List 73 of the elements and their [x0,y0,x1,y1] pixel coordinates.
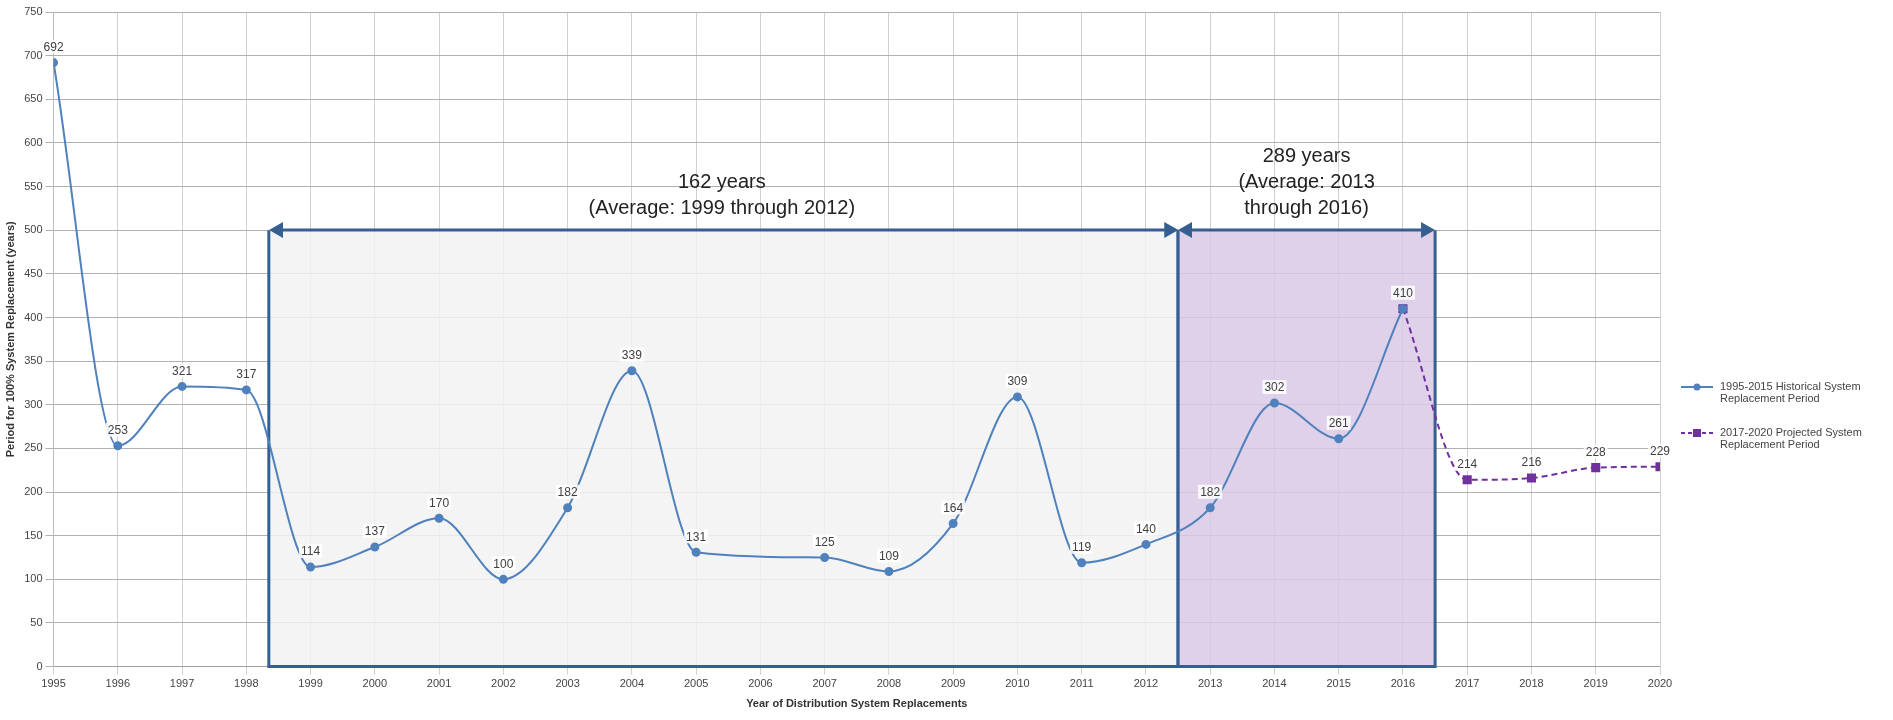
annotation: 289 years (Average: 2013 through 2016) [1238,143,1375,218]
data-label: 253 [107,423,129,438]
x-tick-label: 2008 [876,677,902,690]
y-tick-label: 550 [24,179,43,192]
y-tick-label: 0 [36,659,43,672]
x-tick-label: 2016 [1390,677,1416,690]
y-tick-label: 250 [24,441,43,454]
y-axis-title: Period for 100% System Replacement (years) [3,220,16,458]
x-tick-label: 2014 [1262,677,1287,690]
y-tick-label: 150 [24,528,43,541]
y-tick-label: 450 [24,266,43,279]
data-label: 125 [814,534,835,549]
data-label: 339 [621,348,643,363]
x-tick-label: 1995 [41,677,66,690]
annotation: 162 years (Average: 1999 through 2012) [588,169,856,218]
x-tick-label: 2018 [1519,677,1544,690]
data-label: 114 [301,544,321,559]
x-tick-label: 1997 [169,677,195,690]
data-label: 131 [686,529,707,544]
data-label: 140 [1135,521,1157,536]
data-label: 309 [1007,374,1028,389]
x-tick-label: 1999 [298,677,323,690]
data-label: 317 [236,367,257,382]
x-tick-label: 2015 [1326,677,1351,690]
y-tick-label: 200 [24,485,43,498]
data-label: 109 [878,548,900,563]
x-tick-label: 2007 [812,677,837,690]
x-tick-label: 2006 [748,677,773,690]
data-label: 170 [429,495,450,510]
data-label: 164 [943,500,964,515]
x-tick-label: 2019 [1583,677,1608,690]
legend-label: 2017-2020 Projected System Replacement Period [1720,426,1863,450]
x-axis-title: Year of Distribution System Replacements [746,697,968,710]
x-tick-label: 2009 [940,677,966,690]
y-tick-label: 300 [24,397,43,410]
y-tick-label: 350 [24,354,43,367]
x-tick-label: 2010 [1005,677,1030,690]
x-tick-label: 2013 [1197,677,1223,690]
x-tick-label: 2017 [1454,677,1480,690]
data-label: 410 [1392,286,1414,301]
data-label: 216 [1521,455,1542,470]
y-tick-label: 600 [24,135,43,148]
y-tick-label: 100 [24,572,43,585]
data-label: 229 [1649,444,1671,459]
data-label: 137 [364,524,386,539]
data-label: 302 [1264,380,1285,395]
x-tick-label: 2000 [362,677,388,690]
x-tick-label: 1998 [234,677,259,690]
y-tick-label: 400 [24,310,43,323]
y-tick-label: 750 [24,5,43,18]
x-tick-label: 2002 [491,677,516,690]
x-tick-label: 1996 [105,677,131,690]
y-tick-label: 500 [24,223,43,236]
x-tick-label: 2003 [555,677,580,690]
data-label: 119 [1072,540,1092,555]
x-tick-label: 2005 [683,677,709,690]
x-tick-label: 2020 [1647,677,1673,690]
data-label: 321 [172,363,193,378]
data-label: 261 [1328,416,1350,431]
y-tick-label: 650 [24,92,43,105]
x-tick-label: 2011 [1069,677,1094,690]
legend-label: 1995-2015 Historical System Replacement Period [1720,380,1862,404]
y-tick-label: 700 [24,48,43,61]
x-tick-label: 2012 [1133,677,1159,690]
data-label: 214 [1457,457,1478,472]
data-label: 228 [1585,444,1607,459]
data-label: 182 [1200,485,1221,500]
data-label: 100 [493,556,514,571]
x-tick-label: 2004 [619,677,645,690]
data-label: 692 [43,39,64,54]
x-tick-label: 2001 [426,677,452,690]
y-tick-label: 50 [30,615,43,628]
data-label: 182 [557,485,578,500]
